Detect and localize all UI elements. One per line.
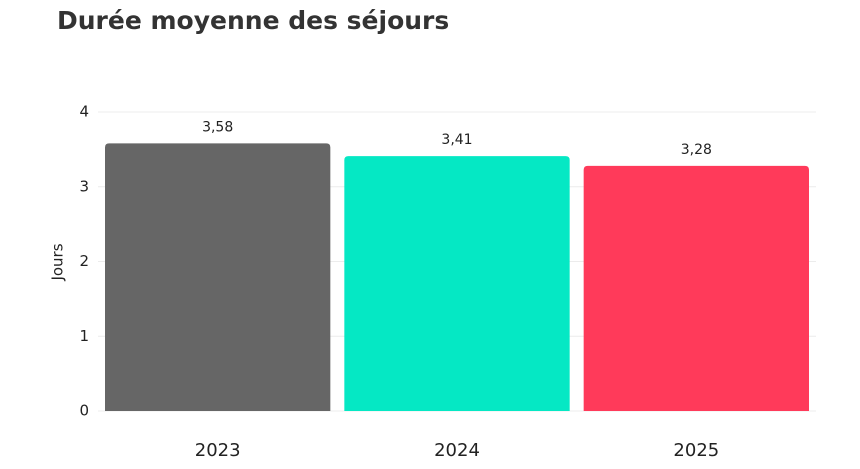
value-label: 3,28 — [681, 142, 712, 158]
y-tick-label: 2 — [79, 252, 89, 270]
chart-title: Durée moyenne des séjours — [57, 6, 449, 35]
bar — [344, 156, 570, 411]
y-tick-label: 4 — [79, 103, 89, 121]
value-label: 3,41 — [441, 132, 472, 148]
x-tick-label: 2025 — [673, 440, 719, 461]
y-tick-label: 0 — [79, 402, 89, 420]
x-tick-label: 2024 — [434, 440, 480, 461]
bar — [105, 143, 331, 411]
y-axis-label: Jours — [49, 243, 67, 281]
x-tick-label: 2023 — [195, 440, 241, 461]
y-tick-label: 1 — [79, 327, 89, 345]
bar — [583, 165, 809, 411]
value-label: 3,58 — [202, 119, 233, 135]
y-tick-label: 3 — [79, 177, 89, 195]
